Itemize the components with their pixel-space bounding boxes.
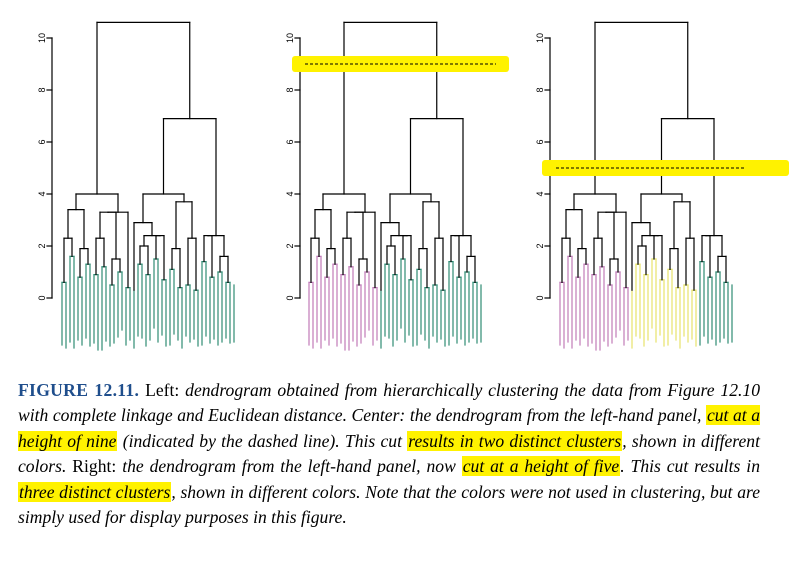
highlight-two-clusters: results in two distinct clusters <box>407 430 623 451</box>
figure-caption: FIGURE 12.11. Left: dendrogram obtained … <box>18 378 760 530</box>
caption-text: , shown in different colors. <box>18 430 760 477</box>
caption-text: . This cut results in <box>620 456 760 477</box>
caption-text-left: Left: <box>139 380 186 400</box>
panel-right: 0 2 4 6 8 10 <box>535 21 789 351</box>
y-tick-label: 0 <box>37 295 47 300</box>
caption-text: dendrogram obtained from hierarchically … <box>18 380 760 426</box>
y-tick-label: 2 <box>285 243 295 248</box>
y-tick-label: 0 <box>535 295 545 300</box>
y-tick-label: 4 <box>535 191 545 196</box>
y-tick-label: 10 <box>535 33 545 43</box>
caption-text-right: Right: <box>66 456 123 477</box>
y-tick-label: 4 <box>37 191 47 196</box>
y-tick-label: 10 <box>285 33 295 43</box>
highlight-three-clusters: three distinct clusters <box>18 481 172 502</box>
caption-text: (indicated by the dashed line). This cut <box>117 430 408 451</box>
panel-left: 0 2 4 6 8 10 <box>37 21 235 351</box>
caption-text: , shown in different colors. Note that t… <box>18 481 760 528</box>
y-tick-label: 8 <box>285 87 295 92</box>
y-tick-label: 8 <box>37 87 47 92</box>
dendrogram-figure: 0 2 4 6 8 10 0 2 4 6 8 10 0 2 4 6 8 10 <box>37 21 789 351</box>
y-tick-label: 10 <box>37 33 47 43</box>
y-tick-label: 2 <box>535 243 545 248</box>
highlight-cut-five: cut at a height of five <box>461 456 621 477</box>
highlight-cut-line <box>542 160 789 176</box>
y-tick-label: 2 <box>37 243 47 248</box>
y-tick-label: 6 <box>285 139 295 144</box>
panel-center: 0 2 4 6 8 10 <box>285 21 509 351</box>
y-tick-label: 6 <box>37 139 47 144</box>
figure-label: FIGURE 12.11. <box>18 380 140 400</box>
caption-text: the dendrogram from the left-hand panel,… <box>122 456 462 477</box>
y-tick-label: 6 <box>535 139 545 144</box>
y-tick-label: 8 <box>535 87 545 92</box>
y-tick-label: 4 <box>285 191 295 196</box>
y-tick-label: 0 <box>285 295 295 300</box>
